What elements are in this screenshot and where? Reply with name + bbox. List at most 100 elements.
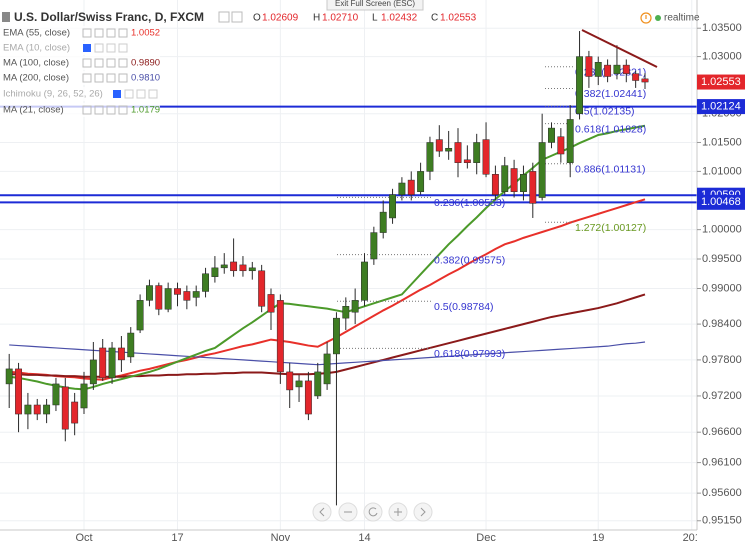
nav-reset-icon	[368, 507, 378, 517]
x-tick-label: Nov	[271, 532, 291, 544]
ohlc-value: 1.02609	[262, 13, 299, 24]
trend-line	[581, 29, 658, 68]
fib-level-label: 0.618(1.01828)	[575, 123, 646, 135]
legend-icon	[118, 28, 128, 38]
candle-body	[454, 142, 462, 163]
candle-body	[566, 119, 574, 163]
legend-icon	[82, 105, 92, 115]
x-tick-label: 17	[171, 532, 183, 544]
fib-level-label: 0.5(0.98784)	[434, 301, 494, 313]
candle-body	[389, 194, 397, 219]
price-tag	[697, 194, 745, 210]
candle-body	[89, 359, 97, 385]
candle-body	[323, 353, 331, 385]
legend-icon	[106, 28, 116, 38]
candle-body	[585, 56, 593, 77]
x-tick-label: Dec	[476, 532, 496, 544]
tooltip-box	[326, 0, 424, 11]
candle-body	[230, 261, 238, 272]
tooltip: Exit Full Screen (ESC)	[326, 0, 424, 11]
legend-entry: MA (21, close)	[3, 105, 64, 116]
fib-level-label: 0.618(0.97993)	[434, 348, 505, 360]
legend-icon	[106, 105, 116, 115]
ohlc-key: L	[372, 13, 378, 24]
candle-body	[258, 270, 266, 307]
candle-body	[622, 64, 630, 74]
legend-value: 0.9810	[131, 73, 160, 84]
legend-entry-hidden: EMA (10, close)	[3, 43, 70, 54]
warning-icon[interactable]	[640, 12, 652, 24]
legend-eye-icon	[83, 44, 91, 52]
y-tick-label: 0.96600	[702, 426, 742, 438]
price-tag-label: 1.02124	[701, 100, 741, 112]
x-tick-label: 19	[592, 532, 604, 544]
legend-eye-icon	[113, 90, 121, 98]
legend-icon	[82, 73, 92, 83]
last-price-label: 1.02553	[701, 76, 741, 88]
y-tick-label: 1.01500	[702, 136, 742, 148]
ohlc-value: 1.02710	[322, 13, 359, 24]
nav-right[interactable]	[413, 502, 433, 522]
candle-body	[52, 383, 60, 406]
candle-body	[304, 380, 312, 415]
x-tick-label: 14	[358, 532, 370, 544]
legend-icon	[124, 89, 134, 99]
legend-icon	[94, 43, 104, 53]
fib-level-label: 0.382(1.02441)	[575, 88, 646, 100]
nav-left[interactable]	[312, 502, 332, 522]
symbol-icon	[2, 12, 10, 22]
candle-body	[5, 368, 13, 385]
legend-entry-hidden: Ichimoku (9, 26, 52, 26)	[3, 89, 103, 100]
candle-body	[267, 294, 275, 313]
nav-reset[interactable]	[363, 502, 383, 522]
candle-body	[117, 347, 125, 361]
plot-area: 0.236(1.00553) 0.382(0.99575) 0.5(0.98784)…	[0, 31, 697, 506]
candle-body	[24, 404, 32, 415]
legend-icon	[106, 43, 116, 53]
candle-body	[520, 174, 527, 192]
candle-body	[557, 136, 565, 155]
x-tick-label: 201	[683, 532, 701, 544]
last-price-tag	[697, 74, 745, 90]
y-tick-label: 0.95600	[702, 487, 742, 499]
candle-body	[43, 404, 51, 415]
status: realtime	[640, 12, 700, 24]
legend-entry: MA (100, close)	[3, 58, 69, 69]
legend-icon	[94, 58, 104, 68]
candle-body	[99, 347, 107, 379]
candle-body	[482, 139, 490, 175]
candle-body	[501, 165, 509, 192]
status-text: realtime	[664, 13, 700, 24]
candle-body	[314, 371, 322, 397]
candle-body	[202, 273, 210, 292]
candle-body	[164, 288, 172, 310]
nav-right-icon	[420, 507, 426, 517]
legend-entry: MA (200, close)	[3, 73, 69, 84]
candle-body	[248, 267, 256, 272]
candle-body	[604, 64, 612, 77]
navigation	[312, 502, 433, 522]
fib-level-label: 0.236(1.00553)	[434, 197, 505, 209]
ohlc-value: 1.02432	[381, 13, 418, 24]
candle-body	[342, 306, 350, 319]
candle-body	[174, 288, 181, 295]
candle-body	[473, 142, 481, 163]
status-dot	[655, 15, 661, 21]
candle-body	[641, 78, 649, 83]
legend-icon	[94, 105, 104, 115]
candle-body	[632, 73, 640, 81]
candle-body	[146, 285, 153, 301]
x-tick-label: Oct	[75, 532, 92, 544]
legend-icon	[118, 43, 128, 53]
y-tick-label: 0.95150	[702, 515, 742, 527]
ohlc-key: H	[313, 13, 320, 24]
y-tick-label: 0.98400	[702, 318, 742, 330]
candle-body	[529, 171, 537, 204]
nav-zoom-in-icon	[394, 508, 402, 516]
legend-icon	[118, 58, 128, 68]
candle-body	[351, 300, 359, 313]
ohlc-value: 1.02553	[440, 13, 477, 24]
y-tick-label: 1.01000	[702, 165, 742, 177]
ohlc-key: C	[431, 13, 438, 24]
